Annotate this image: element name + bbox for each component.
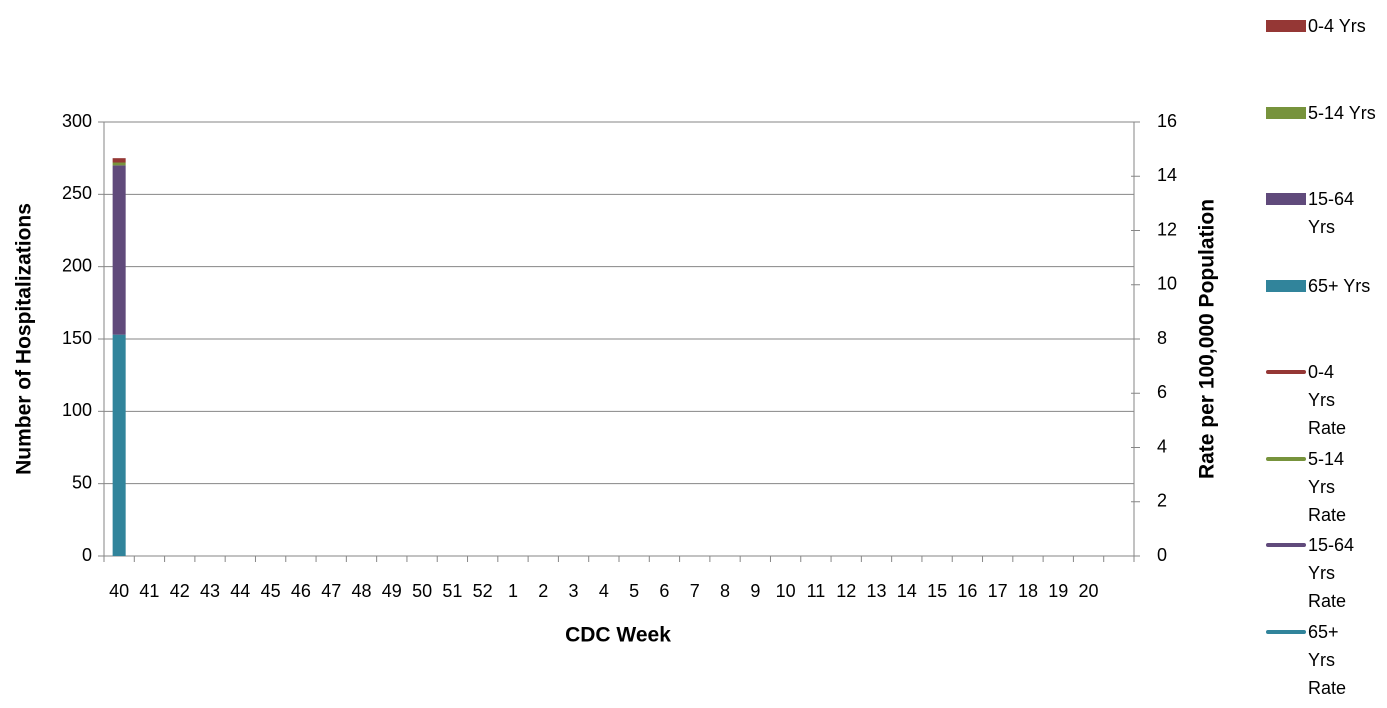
legend-swatch (1266, 106, 1306, 119)
legend-swatch (1266, 279, 1306, 292)
legend-label: 0-4 Yrs Rate (1308, 362, 1347, 438)
x-tick-label: 6 (659, 581, 669, 601)
x-axis-title: CDC Week (565, 624, 671, 647)
y2-tick-label: 14 (1157, 165, 1177, 185)
bar-segment (112, 165, 126, 335)
x-tick-label: 3 (569, 581, 579, 601)
x-tick-label: 4 (599, 581, 609, 601)
y2-tick-label: 12 (1157, 219, 1177, 239)
legend-label: 65+ Yrs Rate (1308, 621, 1347, 698)
y2-tick-label: 8 (1157, 328, 1167, 348)
bar-segment (112, 162, 126, 166)
x-tick-label: 9 (750, 581, 760, 601)
x-tick-label: 19 (1048, 581, 1068, 601)
x-tick-label: 1 (508, 581, 518, 601)
legend-swatch (1266, 456, 1306, 461)
x-tick-label: 47 (321, 581, 341, 601)
y-tick-label: 250 (62, 183, 92, 203)
legend-swatch (1266, 543, 1306, 547)
x-tick-label: 48 (351, 581, 371, 601)
x-tick-label: 49 (382, 581, 402, 601)
x-tick-label: 41 (139, 581, 159, 601)
legend-swatch (1266, 370, 1306, 374)
y2-axis-title: Rate per 100,000 Population (1196, 199, 1219, 479)
x-tick-label: 2 (538, 581, 548, 601)
y-tick-label: 100 (62, 400, 92, 420)
x-tick-label: 12 (836, 581, 856, 601)
legend-label: 0-4 Yrs (1308, 16, 1366, 36)
x-tick-label: 45 (261, 581, 281, 601)
legend-label: 15-64 Yrs (1308, 189, 1355, 237)
legend-swatch (1266, 629, 1306, 634)
x-tick-label: 7 (690, 581, 700, 601)
x-tick-label: 18 (1018, 581, 1038, 601)
x-tick-label: 15 (927, 581, 947, 601)
legend-label: 5-14 Yrs Rate (1308, 448, 1347, 525)
y2-tick-label: 2 (1157, 491, 1167, 511)
x-tick-label: 13 (866, 581, 886, 601)
y2-tick-label: 0 (1157, 545, 1167, 565)
legend-swatch (1266, 193, 1306, 205)
y-tick-label: 150 (62, 328, 92, 348)
y2-tick-label: 10 (1157, 274, 1177, 294)
x-tick-label: 5 (629, 581, 639, 601)
x-tick-label: 20 (1079, 581, 1099, 601)
y2-tick-label: 16 (1157, 111, 1177, 131)
legend-label: 15-64 Yrs Rate (1308, 535, 1355, 611)
bar-segment (112, 334, 126, 556)
y2-tick-label: 6 (1157, 382, 1167, 402)
y-tick-label: 50 (72, 472, 92, 492)
bar-segment (112, 158, 126, 163)
x-tick-label: 52 (473, 581, 493, 601)
x-tick-label: 42 (170, 581, 190, 601)
y-tick-label: 300 (62, 111, 92, 131)
y-tick-label: 200 (62, 255, 92, 275)
legend-label: 65+ Yrs (1308, 275, 1371, 296)
x-tick-label: 46 (291, 581, 311, 601)
legend-label: 5-14 Yrs (1308, 102, 1376, 123)
y2-tick-label: 4 (1157, 436, 1167, 456)
x-tick-label: 16 (957, 581, 977, 601)
x-tick-label: 14 (897, 581, 917, 601)
x-tick-label: 40 (109, 581, 129, 601)
y-tick-label: 0 (82, 545, 92, 565)
x-tick-label: 17 (988, 581, 1008, 601)
x-tick-label: 43 (200, 581, 220, 601)
x-tick-label: 11 (807, 581, 826, 601)
legend-swatch (1266, 20, 1306, 32)
x-tick-label: 8 (720, 581, 730, 601)
y-axis-title: Number of Hospitalizations (13, 203, 36, 475)
x-tick-label: 10 (776, 581, 796, 601)
x-tick-label: 51 (442, 581, 462, 601)
x-tick-label: 44 (230, 581, 250, 601)
x-tick-label: 50 (412, 581, 432, 601)
